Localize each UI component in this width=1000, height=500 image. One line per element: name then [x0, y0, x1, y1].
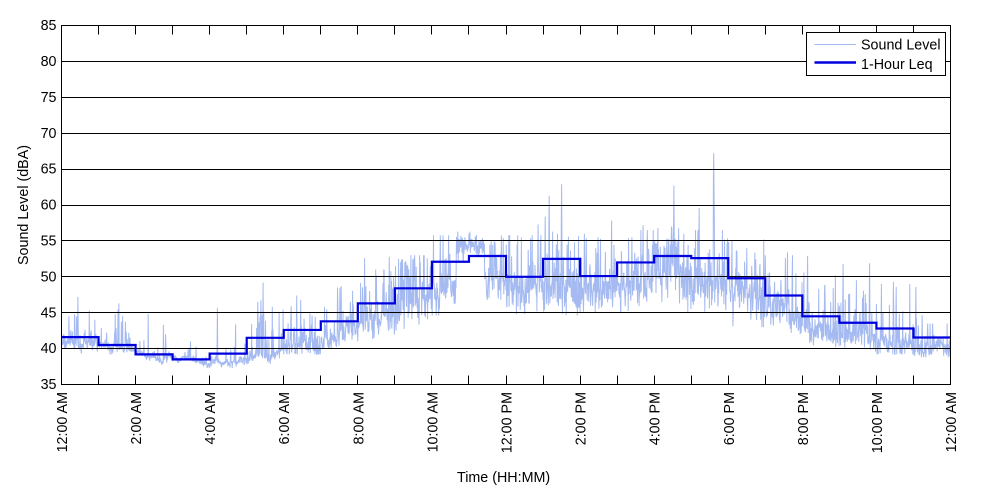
svg-text:80: 80 [41, 54, 57, 70]
svg-text:8:00 PM: 8:00 PM [796, 392, 812, 445]
svg-text:65: 65 [41, 162, 57, 178]
svg-text:85: 85 [41, 18, 57, 34]
svg-text:4:00 AM: 4:00 AM [203, 392, 219, 444]
svg-text:1-Hour Leq: 1-Hour Leq [861, 57, 933, 73]
svg-text:12:00 PM: 12:00 PM [500, 392, 516, 453]
svg-text:35: 35 [41, 377, 57, 393]
svg-text:75: 75 [41, 90, 57, 106]
svg-text:45: 45 [41, 305, 57, 321]
svg-text:70: 70 [41, 126, 57, 142]
svg-text:Sound Level: Sound Level [861, 38, 941, 54]
svg-text:12:00 AM: 12:00 AM [55, 392, 71, 452]
svg-text:10:00 PM: 10:00 PM [870, 392, 886, 453]
svg-text:12:00 AM: 12:00 AM [944, 392, 960, 452]
svg-text:8:00 AM: 8:00 AM [351, 392, 367, 444]
svg-text:Time (HH:MM): Time (HH:MM) [457, 470, 550, 486]
svg-text:6:00 PM: 6:00 PM [722, 392, 738, 445]
svg-text:2:00 AM: 2:00 AM [129, 392, 145, 444]
svg-text:10:00 AM: 10:00 AM [425, 392, 441, 452]
svg-text:40: 40 [41, 341, 57, 357]
svg-text:2:00 PM: 2:00 PM [574, 392, 590, 445]
svg-text:60: 60 [41, 198, 57, 214]
svg-text:50: 50 [41, 269, 57, 285]
svg-text:6:00 AM: 6:00 AM [277, 392, 293, 444]
svg-text:Sound Level (dBA): Sound Level (dBA) [16, 145, 32, 265]
svg-text:4:00 PM: 4:00 PM [648, 392, 664, 445]
svg-text:55: 55 [41, 234, 57, 250]
